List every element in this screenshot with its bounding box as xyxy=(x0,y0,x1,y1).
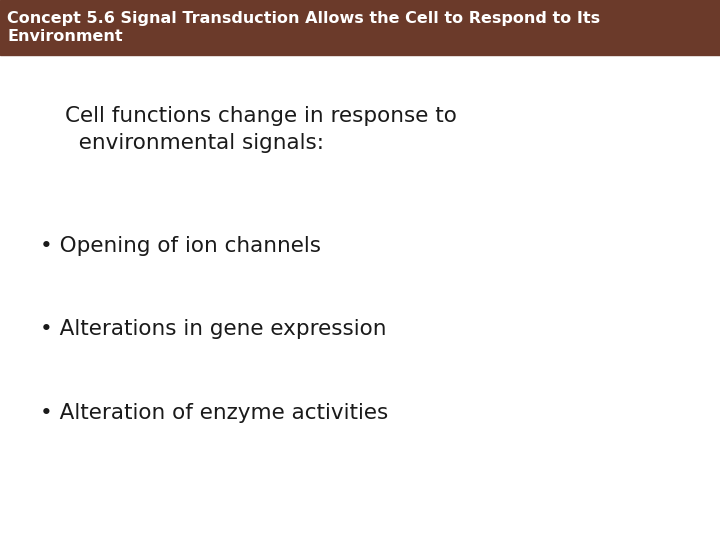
Text: Cell functions change in response to
  environmental signals:: Cell functions change in response to env… xyxy=(65,106,456,153)
Text: • Alterations in gene expression: • Alterations in gene expression xyxy=(40,319,386,340)
Bar xyxy=(0,0,720,55)
Text: Concept 5.6 Signal Transduction Allows the Cell to Respond to Its
Environment: Concept 5.6 Signal Transduction Allows t… xyxy=(7,11,600,44)
Text: • Opening of ion channels: • Opening of ion channels xyxy=(40,235,320,256)
Text: • Alteration of enzyme activities: • Alteration of enzyme activities xyxy=(40,403,388,423)
